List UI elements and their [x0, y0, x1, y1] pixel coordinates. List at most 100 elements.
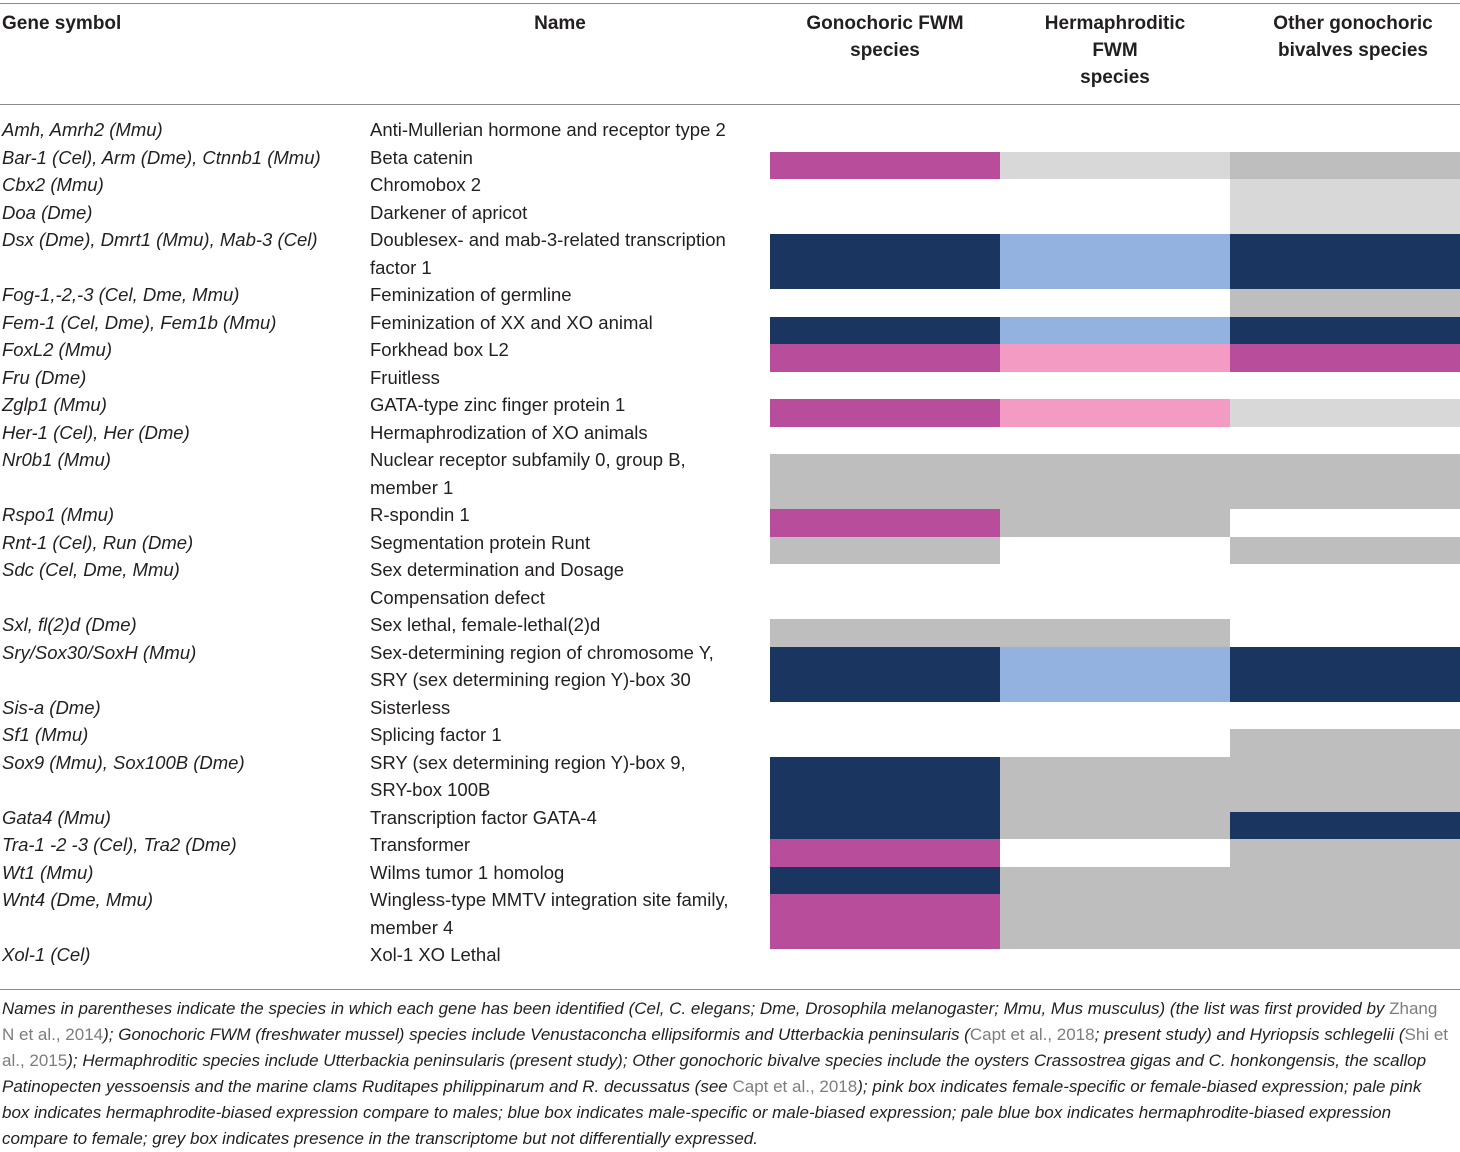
expression-box: [770, 839, 1000, 867]
expression-box: [1230, 756, 1460, 812]
expression-box: [770, 756, 1000, 812]
gene-name: GATA-type zinc finger protein 1: [370, 391, 625, 419]
expression-box: [770, 509, 1000, 537]
gene-symbol: Fru (Dme): [2, 366, 87, 388]
expression-box: [770, 866, 1000, 894]
table-row: Amh, Amrh2 (Mmu) Anti-Mullerian hormone a…: [0, 116, 1460, 144]
header-other-line1: Other gonochoric: [1273, 13, 1433, 34]
table-row: Rspo1 (Mmu) R-spondin 1: [0, 501, 1460, 529]
gene-name-line: Compensation defect: [370, 586, 545, 608]
table-row: Fem-1 (Cel, Dme), Fem1b (Mmu) Feminizatio…: [0, 309, 1460, 337]
table-row: Gata4 (Mmu) Transcription factor GATA-4: [0, 804, 1460, 832]
gene-name: Anti-Mullerian hormone and receptor type…: [370, 116, 726, 144]
citation-link[interactable]: Zhang N et al., 2014: [2, 999, 1438, 1044]
gene-symbol: Tra-1 -2 -3 (Cel), Tra2 (Dme): [2, 834, 237, 855]
citation-link[interactable]: Capt et al., 2018: [969, 1025, 1095, 1044]
table-row: Cbx2 (Mmu) Chromobox 2: [0, 171, 1460, 199]
gene-symbol: Sis-a (Dme): [2, 696, 101, 718]
gene-symbol: Dsx (Dme), Dmrt1 (Mmu), Mab-3 (Cel): [2, 229, 318, 250]
expression-box: [1000, 894, 1230, 949]
gene-name: Beta catenin: [370, 144, 473, 172]
table-row: Sdc (Cel, Dme, Mmu) Sex determination and…: [0, 556, 1460, 611]
expression-box: [1000, 344, 1230, 372]
gene-name-line: Sex lethal, female-lethal(2)d: [370, 614, 601, 635]
expression-box: [770, 151, 1000, 179]
gene-name-line: Sisterless: [370, 696, 451, 718]
citation-link[interactable]: Capt et al., 2018: [732, 1077, 858, 1096]
gene-name-line: R-spondin 1: [370, 504, 470, 525]
gene-name-line: Segmentation protein Runt: [370, 531, 591, 553]
expression-box: [1230, 894, 1460, 949]
gene-name-line: Xol-1 XO Lethal: [370, 944, 501, 965]
gene-name: Sex determination and Dosage Compensation…: [370, 556, 624, 611]
gene-name-line: Wingless-type MMTV integration site fami…: [370, 889, 729, 910]
expression-box: [1230, 866, 1460, 894]
expression-box: [1230, 729, 1460, 757]
expression-box: [1230, 839, 1460, 867]
gene-name-line: Hermaphrodization of XO animals: [370, 421, 648, 443]
table-row: Sry/Sox30/SoxH (Mmu) Sex-determining regi…: [0, 639, 1460, 694]
gene-name-line: member 4: [370, 916, 454, 938]
footnote-text: Names in parentheses indicate the specie…: [2, 999, 1390, 1018]
table-row: Sf1 (Mmu) Splicing factor 1: [0, 721, 1460, 749]
gene-name-line: Doublesex- and mab-3-related transcripti…: [370, 229, 726, 250]
gene-name-line: Chromobox 2: [370, 174, 482, 195]
expression-box: [1000, 151, 1230, 179]
table-row: Sis-a (Dme) Sisterless: [0, 694, 1460, 722]
header-hermaphroditic-line2: FWM: [1092, 40, 1138, 61]
expression-box: [770, 454, 1000, 509]
gene-name: Fruitless: [370, 364, 440, 392]
gene-name: Wilms tumor 1 homolog: [370, 859, 564, 887]
gene-symbol: Wt1 (Mmu): [2, 861, 94, 883]
expression-box: [770, 536, 1000, 564]
gene-name: Splicing factor 1: [370, 721, 502, 749]
gene-name-line: Nuclear receptor subfamily 0, group B,: [370, 449, 686, 470]
gene-symbol: Cbx2 (Mmu): [2, 174, 104, 195]
gene-name-line: SRY (sex determining region Y)-box 30: [370, 669, 691, 690]
gene-name-line: SRY-box 100B: [370, 779, 491, 800]
gene-symbol: Doa (Dme): [2, 201, 93, 223]
expression-box: [1230, 399, 1460, 427]
gene-name: R-spondin 1: [370, 501, 470, 529]
gene-name-line: Beta catenin: [370, 146, 473, 168]
header-other-line2: bivalves species: [1278, 40, 1428, 61]
citation-link[interactable]: Shi et al., 2015: [2, 1025, 1449, 1070]
expression-box: [1000, 399, 1230, 427]
gene-name: Transformer: [370, 831, 470, 859]
table-row: Fru (Dme) Fruitless: [0, 364, 1460, 392]
table-row: FoxL2 (Mmu) Forkhead box L2: [0, 336, 1460, 364]
gene-name: SRY (sex determining region Y)-box 9, SRY…: [370, 749, 686, 804]
gene-name-line: Forkhead box L2: [370, 339, 509, 360]
gene-symbol: FoxL2 (Mmu): [2, 339, 112, 360]
gene-name: Feminization of XX and XO animal: [370, 309, 653, 337]
gene-symbol: Her-1 (Cel), Her (Dme): [2, 421, 190, 443]
expression-box: [1000, 619, 1230, 647]
gene-symbol: Fem-1 (Cel, Dme), Fem1b (Mmu): [2, 311, 277, 333]
gene-name-line: Sex-determining region of chromosome Y,: [370, 641, 714, 663]
footnote-text: ); Hermaphroditic species include Utterb…: [2, 1051, 1427, 1096]
gene-name: Darkener of apricot: [370, 199, 527, 227]
gene-name: Hermaphrodization of XO animals: [370, 419, 648, 447]
gene-name-line: Splicing factor 1: [370, 724, 502, 745]
header-hermaphroditic-line1: Hermaphroditic: [1044, 13, 1186, 34]
gene-symbol: Sox9 (Mmu), Sox100B (Dme): [2, 751, 245, 773]
expression-box: [1230, 289, 1460, 317]
gene-symbol: Nr0b1 (Mmu): [2, 449, 111, 470]
table-row: Rnt-1 (Cel), Run (Dme) Segmentation prote…: [0, 529, 1460, 557]
header-hermaphroditic-line3: species: [1080, 67, 1150, 88]
expression-box: [770, 619, 1000, 647]
table-footnote: Names in parentheses indicate the specie…: [2, 996, 1452, 1152]
expression-box: [1230, 206, 1460, 234]
gene-symbol: Zglp1 (Mmu): [2, 394, 107, 415]
gene-symbol: Rnt-1 (Cel), Run (Dme): [2, 531, 194, 553]
expression-box: [1000, 454, 1230, 509]
gene-symbol: Rspo1 (Mmu): [2, 504, 115, 525]
gene-name: Sex lethal, female-lethal(2)d: [370, 611, 600, 639]
expression-box: [1230, 151, 1460, 179]
table-row: Sox9 (Mmu), Sox100B (Dme) SRY (sex determ…: [0, 749, 1460, 804]
footnote-text: ; present study) and Hyriopsis schlegeli…: [1094, 1025, 1405, 1044]
gene-name: Forkhead box L2: [370, 336, 509, 364]
table-row: Wt1 (Mmu) Wilms tumor 1 homolog: [0, 859, 1460, 887]
expression-box: [770, 234, 1000, 289]
table-row: Bar-1 (Cel), Arm (Dme), Ctnnb1 (Mmu) Beta…: [0, 144, 1460, 172]
